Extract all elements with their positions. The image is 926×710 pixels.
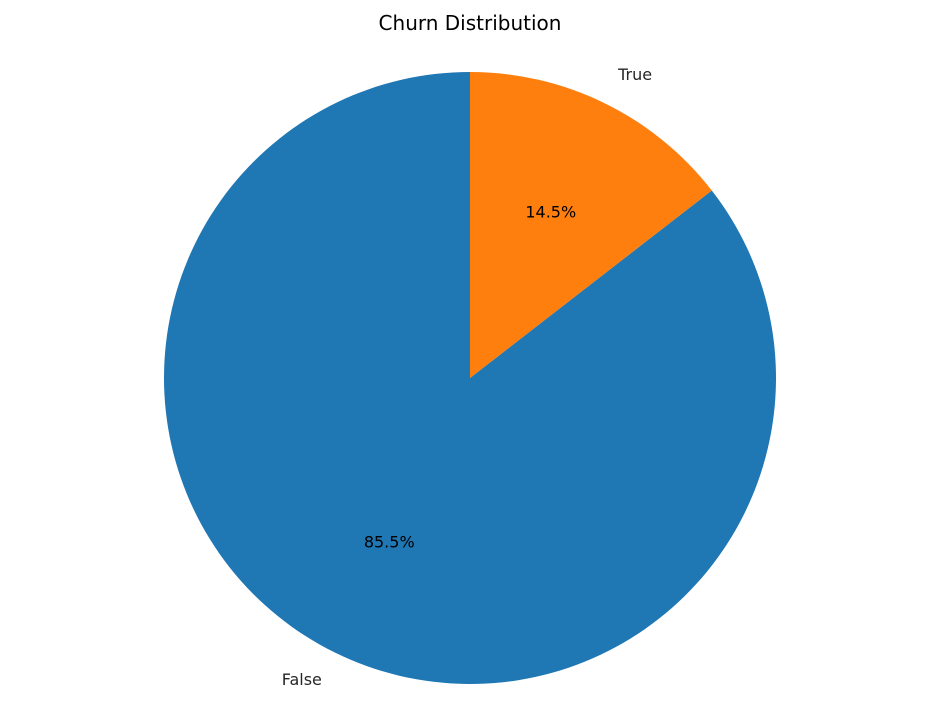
pie-slice-true xyxy=(470,71,712,378)
slice-label-false: False xyxy=(282,670,322,689)
pct-label-false: 85.5% xyxy=(364,532,415,551)
pie-labels: False 85.5% True 14.5% xyxy=(282,65,652,689)
chart-title: Churn Distribution xyxy=(379,11,562,35)
slice-label-true: True xyxy=(617,65,652,84)
pie-slices xyxy=(164,71,777,684)
pct-label-true: 14.5% xyxy=(525,203,576,222)
